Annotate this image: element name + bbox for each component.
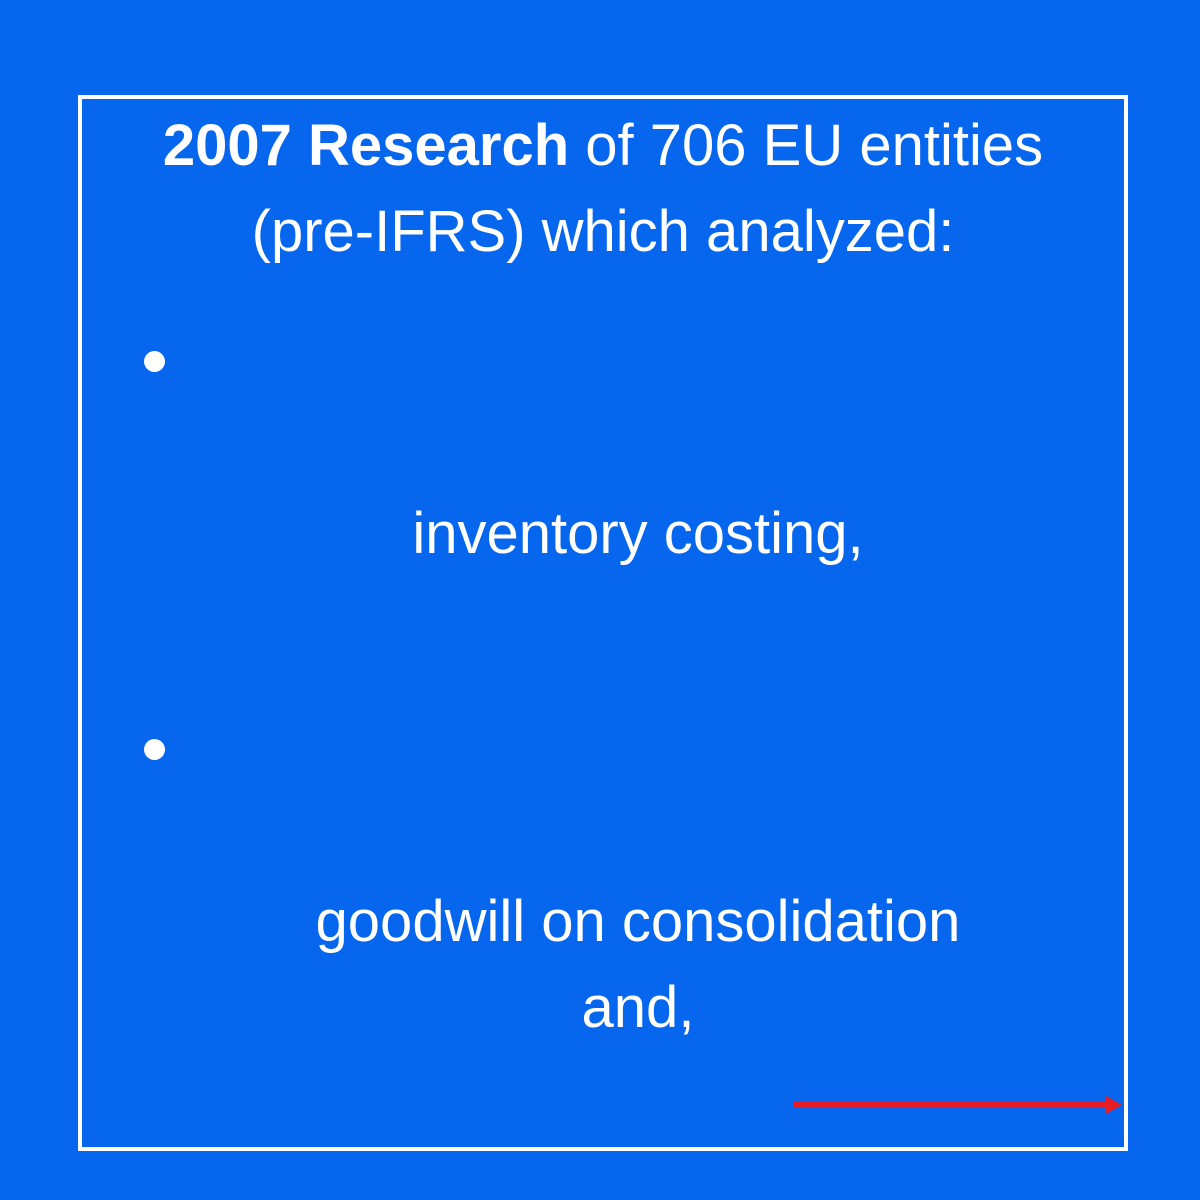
- bullet-text: goodwill on consolidation and,: [315, 889, 961, 1040]
- slide-heading: 2007 Research of 706 EU entities (pre-IF…: [82, 103, 1124, 275]
- arrow-head: [1106, 1095, 1122, 1114]
- bullet-item: goodwill on consolidation and,: [82, 707, 1124, 1137]
- heading-bold-text: 2007 Research: [162, 113, 570, 178]
- bullet-dot-icon: [144, 739, 165, 760]
- content-frame: 2007 Research of 706 EU entities (pre-IF…: [78, 95, 1128, 1151]
- red-arrow-right-icon: [793, 1095, 1122, 1114]
- bullet-item: depreciation of fixed assets: [82, 1181, 1124, 1200]
- bullet-dot-icon: [144, 351, 165, 372]
- bullet-item: inventory costing,: [82, 319, 1124, 663]
- bullet-text: inventory costing,: [412, 501, 864, 566]
- heading-rest-text: of 706 EU entities (pre-IFRS) which anal…: [251, 113, 1044, 264]
